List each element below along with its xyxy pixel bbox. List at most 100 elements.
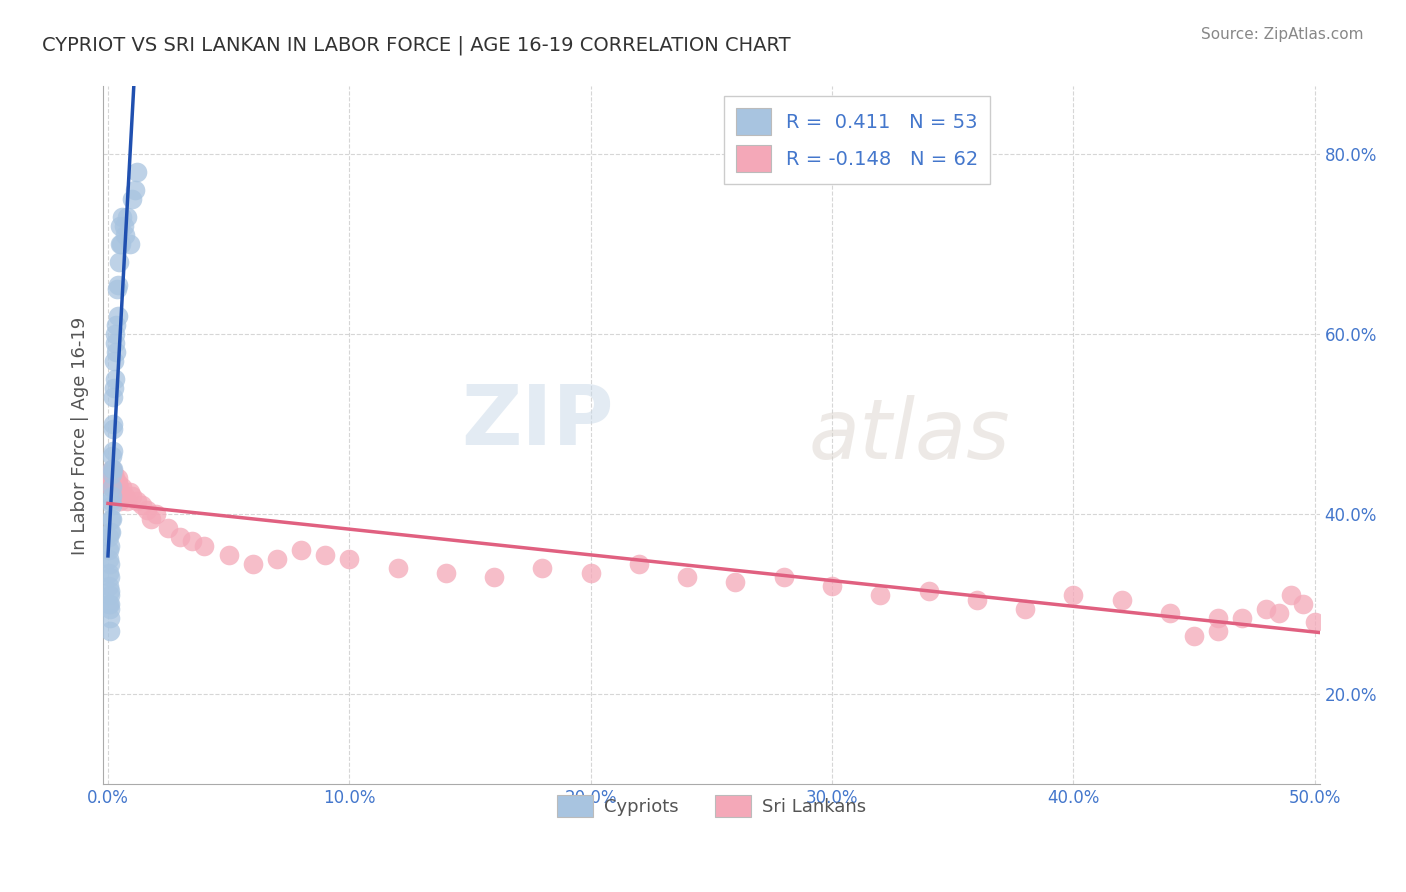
Point xyxy=(181,534,204,549)
Point xyxy=(98,611,121,625)
Point xyxy=(104,471,127,485)
Point xyxy=(121,489,143,503)
Point xyxy=(1159,607,1181,621)
Point xyxy=(724,574,747,589)
Point xyxy=(98,552,121,566)
Point xyxy=(98,475,121,490)
Point xyxy=(98,467,121,481)
Point xyxy=(108,484,131,499)
Point xyxy=(103,354,125,368)
Point xyxy=(117,210,139,224)
Point xyxy=(101,475,124,490)
Point xyxy=(98,471,121,485)
Point xyxy=(118,237,141,252)
Point xyxy=(1111,592,1133,607)
Point xyxy=(1292,597,1315,611)
Point xyxy=(100,525,122,540)
Point xyxy=(101,471,124,485)
Point xyxy=(821,579,844,593)
Point xyxy=(135,502,157,516)
Point xyxy=(104,345,127,359)
Point xyxy=(114,227,136,242)
Point xyxy=(266,552,288,566)
Point xyxy=(107,309,129,323)
Point xyxy=(145,507,167,521)
Point xyxy=(100,462,122,476)
Text: Source: ZipAtlas.com: Source: ZipAtlas.com xyxy=(1201,27,1364,42)
Point xyxy=(531,561,554,575)
Point xyxy=(1279,588,1302,602)
Point xyxy=(434,566,457,580)
Point xyxy=(105,480,128,494)
Point xyxy=(98,539,121,553)
Point xyxy=(772,570,794,584)
Point xyxy=(100,512,122,526)
Point xyxy=(100,462,122,476)
Point xyxy=(104,336,127,351)
Point xyxy=(125,493,148,508)
Point xyxy=(100,480,122,494)
Point xyxy=(917,583,939,598)
Point xyxy=(100,480,122,494)
Point xyxy=(101,462,124,476)
Point xyxy=(1206,624,1229,639)
Point xyxy=(101,489,124,503)
Point xyxy=(1303,615,1326,630)
Point xyxy=(124,183,146,197)
Legend: Cypriots, Sri Lankans: Cypriots, Sri Lankans xyxy=(550,788,873,824)
Point xyxy=(108,255,131,269)
Point xyxy=(108,219,131,233)
Text: atlas: atlas xyxy=(808,395,1011,476)
Text: ZIP: ZIP xyxy=(461,381,614,462)
Text: CYPRIOT VS SRI LANKAN IN LABOR FORCE | AGE 16-19 CORRELATION CHART: CYPRIOT VS SRI LANKAN IN LABOR FORCE | A… xyxy=(42,36,790,55)
Point xyxy=(105,484,128,499)
Point xyxy=(869,588,891,602)
Point xyxy=(98,624,121,639)
Point xyxy=(98,597,121,611)
Point xyxy=(157,521,180,535)
Point xyxy=(107,277,129,292)
Point xyxy=(101,444,124,458)
Point xyxy=(387,561,409,575)
Point xyxy=(98,597,121,611)
Point xyxy=(107,475,129,490)
Point xyxy=(103,390,125,404)
Point xyxy=(101,422,124,436)
Point xyxy=(98,570,121,584)
Point xyxy=(966,592,988,607)
Point xyxy=(314,548,336,562)
Y-axis label: In Labor Force | Age 16-19: In Labor Force | Age 16-19 xyxy=(72,317,89,555)
Point xyxy=(103,417,125,431)
Point xyxy=(104,372,127,386)
Point xyxy=(110,237,132,252)
Point xyxy=(117,493,139,508)
Point xyxy=(627,557,650,571)
Point xyxy=(131,498,153,512)
Point xyxy=(193,539,215,553)
Point xyxy=(111,210,134,224)
Point xyxy=(101,467,124,481)
Point xyxy=(100,498,122,512)
Point xyxy=(125,165,148,179)
Point xyxy=(98,583,121,598)
Point xyxy=(337,552,360,566)
Point xyxy=(169,530,191,544)
Point xyxy=(108,237,131,252)
Point xyxy=(100,493,122,508)
Point xyxy=(108,480,131,494)
Point xyxy=(118,484,141,499)
Point xyxy=(141,512,163,526)
Point xyxy=(98,557,121,571)
Point xyxy=(98,530,121,544)
Point xyxy=(1206,611,1229,625)
Point xyxy=(103,467,125,481)
Point xyxy=(98,601,121,615)
Point xyxy=(1062,588,1084,602)
Point xyxy=(105,318,128,332)
Point xyxy=(107,471,129,485)
Point xyxy=(1014,601,1036,615)
Point xyxy=(103,381,125,395)
Point xyxy=(482,570,505,584)
Point xyxy=(290,543,312,558)
Point xyxy=(1267,607,1289,621)
